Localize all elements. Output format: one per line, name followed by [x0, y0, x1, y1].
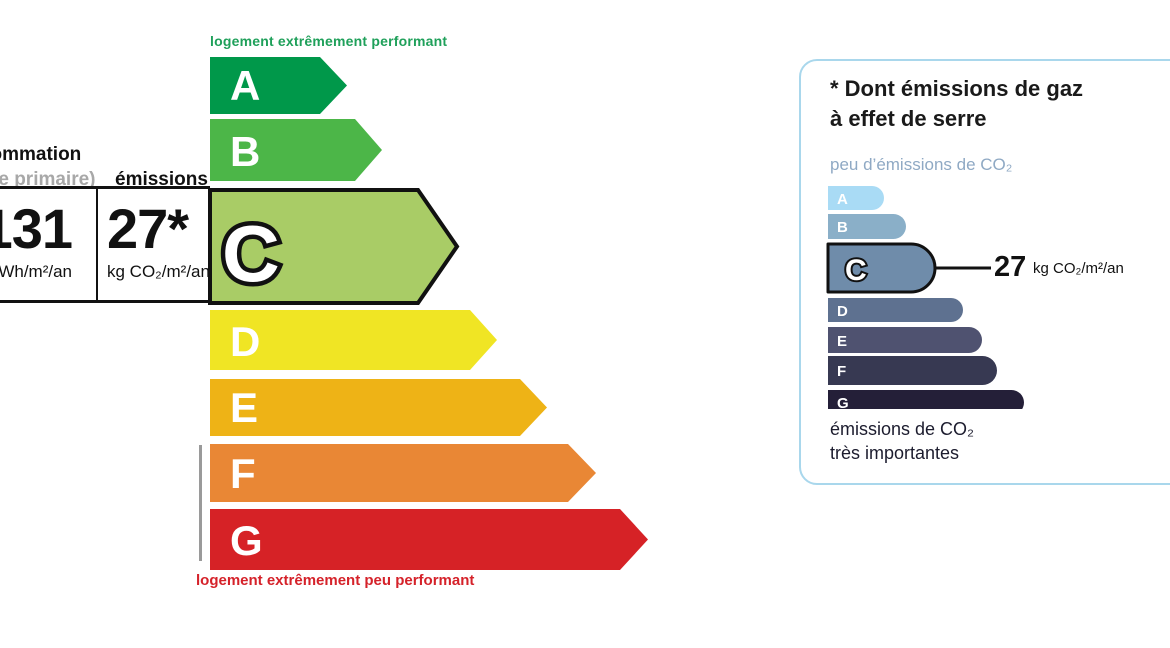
svg-text:G: G [837, 395, 849, 409]
svg-text:G: G [230, 517, 263, 564]
svg-text:F: F [230, 450, 256, 497]
svg-text:F: F [837, 363, 846, 380]
svg-text:B: B [230, 128, 260, 175]
svg-text:C: C [845, 254, 867, 287]
svg-text:D: D [230, 318, 260, 365]
svg-text:D: D [837, 303, 848, 320]
svg-text:A: A [230, 62, 260, 109]
svg-text:B: B [837, 219, 848, 236]
svg-text:C: C [222, 209, 280, 298]
svg-text:E: E [230, 384, 258, 431]
svg-text:A: A [837, 191, 848, 208]
svg-text:E: E [837, 333, 847, 350]
